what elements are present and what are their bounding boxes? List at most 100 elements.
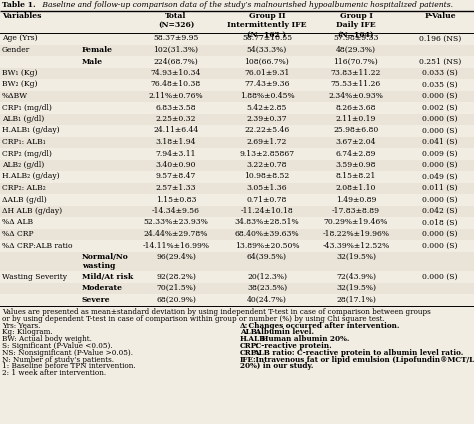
Text: 7.94±3.11: 7.94±3.11	[156, 150, 196, 157]
Text: 0.018 (S): 0.018 (S)	[422, 218, 458, 226]
Text: 0.042 (S): 0.042 (S)	[422, 207, 458, 215]
Text: 1.88%±0.45%: 1.88%±0.45%	[240, 92, 294, 100]
Text: -11.24±10.18: -11.24±10.18	[241, 207, 293, 215]
Text: NS: Nonsignificant (P-Value >0.05).: NS: Nonsignificant (P-Value >0.05).	[2, 349, 133, 357]
Text: CRP₁ (mg/dl): CRP₁ (mg/dl)	[2, 103, 52, 112]
Text: 1.49±0.89: 1.49±0.89	[336, 195, 376, 204]
Bar	[0, 102, 474, 114]
Text: CRP₂: ALB₂: CRP₂: ALB₂	[2, 184, 46, 192]
Text: 96(29.4%): 96(29.4%)	[156, 253, 196, 261]
Bar	[0, 67, 474, 79]
Text: 32(19.5%): 32(19.5%)	[336, 284, 376, 292]
Text: Human albumin 20%.: Human albumin 20%.	[259, 335, 349, 343]
Text: BW₁ (Kg): BW₁ (Kg)	[2, 69, 37, 77]
Bar	[0, 217, 474, 229]
Text: 0.000 (S): 0.000 (S)	[422, 273, 458, 281]
Text: 32(19.5%): 32(19.5%)	[336, 253, 376, 261]
Bar	[0, 11, 474, 33]
Text: 2.39±0.37: 2.39±0.37	[246, 115, 287, 123]
Text: ALB ratio: C-reactive protein to albumin level ratio.: ALB ratio: C-reactive protein to albumin…	[253, 349, 463, 357]
Text: 77.43±9.36: 77.43±9.36	[244, 81, 290, 89]
Text: ALB₁ (g/dl): ALB₁ (g/dl)	[2, 115, 44, 123]
Text: 68(20.9%): 68(20.9%)	[156, 296, 196, 304]
Text: 75.53±11.26: 75.53±11.26	[331, 81, 381, 89]
Text: 116(70.7%): 116(70.7%)	[334, 58, 378, 65]
Text: Gender: Gender	[2, 46, 30, 54]
Text: 3.05±1.36: 3.05±1.36	[246, 184, 287, 192]
Text: IFE:: IFE:	[240, 356, 256, 363]
Text: Albumin level.: Albumin level.	[253, 328, 314, 336]
Text: Table 1.: Table 1.	[2, 1, 36, 9]
Bar	[0, 137, 474, 148]
Text: %Δ CRP: %Δ CRP	[2, 230, 34, 238]
Text: S: Significant (P-Value <0.05).: S: Significant (P-Value <0.05).	[2, 342, 113, 350]
Text: Kg: Kilogram.: Kg: Kilogram.	[2, 328, 53, 336]
Text: %Δ CRP:ALB ratio: %Δ CRP:ALB ratio	[2, 242, 73, 249]
Text: %ΔBW: %ΔBW	[2, 92, 28, 100]
Text: 34.83%±28.51%: 34.83%±28.51%	[235, 218, 299, 226]
Text: Values are presented as mean±standard deviation by using independent T-test in c: Values are presented as mean±standard de…	[2, 307, 431, 315]
Bar	[0, 251, 474, 271]
Text: Severe: Severe	[82, 296, 110, 304]
Text: 0.000 (S): 0.000 (S)	[422, 195, 458, 204]
Text: Moderate: Moderate	[82, 284, 123, 292]
Bar	[0, 56, 474, 67]
Text: 2.08±1.10: 2.08±1.10	[336, 184, 376, 192]
Text: 2.57±1.33: 2.57±1.33	[155, 184, 196, 192]
Text: 28(17.1%): 28(17.1%)	[336, 296, 376, 304]
Text: 0.000 (S): 0.000 (S)	[422, 92, 458, 100]
Text: %Δ ALB: %Δ ALB	[2, 218, 33, 226]
Text: 76.48±10.38: 76.48±10.38	[151, 81, 201, 89]
Bar	[0, 125, 474, 137]
Text: 57.98±9.33: 57.98±9.33	[333, 34, 379, 42]
Text: 20(12.3%): 20(12.3%)	[247, 273, 287, 281]
Text: 6.83±3.58: 6.83±3.58	[155, 103, 196, 112]
Text: CRP:: CRP:	[240, 342, 259, 350]
Text: C-reactive protein.: C-reactive protein.	[253, 342, 331, 350]
Bar	[0, 240, 474, 251]
Text: ΔH ALB (g/day): ΔH ALB (g/day)	[2, 207, 62, 215]
Bar	[0, 206, 474, 217]
Text: 3.59±0.98: 3.59±0.98	[336, 161, 376, 169]
Text: 2.34%±0.93%: 2.34%±0.93%	[328, 92, 383, 100]
Bar	[0, 33, 474, 45]
Text: ΔALB (g/dl): ΔALB (g/dl)	[2, 195, 47, 204]
Text: 70(21.5%): 70(21.5%)	[156, 284, 196, 292]
Text: CRP₁: ALB₁: CRP₁: ALB₁	[2, 138, 46, 146]
Text: 0.011 (S): 0.011 (S)	[422, 184, 458, 192]
Text: 0.041 (S): 0.041 (S)	[422, 138, 458, 146]
Text: 102(31.3%): 102(31.3%)	[154, 46, 199, 54]
Text: -14.34±9.56: -14.34±9.56	[152, 207, 200, 215]
Text: 73.83±11.22: 73.83±11.22	[331, 69, 381, 77]
Text: H.ALB₁ (g/day): H.ALB₁ (g/day)	[2, 126, 60, 134]
Text: Δ:: Δ:	[240, 321, 248, 329]
Text: Changes occurred after intervention.: Changes occurred after intervention.	[246, 321, 400, 329]
Text: 52.33%±23.93%: 52.33%±23.93%	[144, 218, 209, 226]
Text: Variables: Variables	[2, 12, 42, 20]
Text: -17.83±8.89: -17.83±8.89	[332, 207, 380, 215]
Text: 40(24.7%): 40(24.7%)	[247, 296, 287, 304]
Text: 0.196 (NS): 0.196 (NS)	[419, 34, 461, 42]
Text: 0.251 (NS): 0.251 (NS)	[419, 58, 461, 65]
Bar	[0, 148, 474, 159]
Text: 0.000 (S): 0.000 (S)	[422, 161, 458, 169]
Text: Female: Female	[82, 46, 113, 54]
Text: 64(39.5%): 64(39.5%)	[247, 253, 287, 261]
Bar	[0, 282, 474, 294]
Text: or by using dependent T-test in case of comparison within group or number (%) by: or by using dependent T-test in case of …	[2, 315, 385, 323]
Text: 8.26±3.68: 8.26±3.68	[336, 103, 376, 112]
Text: Mild/At risk: Mild/At risk	[82, 273, 133, 281]
Text: Baseline and follow-up comparison data of the study’s malnourished hypoalbumenic: Baseline and follow-up comparison data o…	[40, 1, 453, 9]
Bar	[0, 45, 474, 56]
Text: Group II
Intermittently IFE
(N=162 ): Group II Intermittently IFE (N=162 )	[227, 12, 307, 39]
Text: CRP:: CRP:	[240, 349, 259, 357]
Text: -14.11%±16.99%: -14.11%±16.99%	[143, 242, 210, 249]
Text: N: Number of study’s patients.: N: Number of study’s patients.	[2, 356, 114, 363]
Text: 0.000 (S): 0.000 (S)	[422, 115, 458, 123]
Text: Wasting Severity: Wasting Severity	[2, 273, 67, 281]
Text: 2.11%±0.76%: 2.11%±0.76%	[149, 92, 203, 100]
Text: -18.22%±19.96%: -18.22%±19.96%	[322, 230, 390, 238]
Text: 9.57±8.47: 9.57±8.47	[156, 173, 196, 181]
Text: 2.25±0.32: 2.25±0.32	[156, 115, 196, 123]
Bar	[0, 182, 474, 194]
